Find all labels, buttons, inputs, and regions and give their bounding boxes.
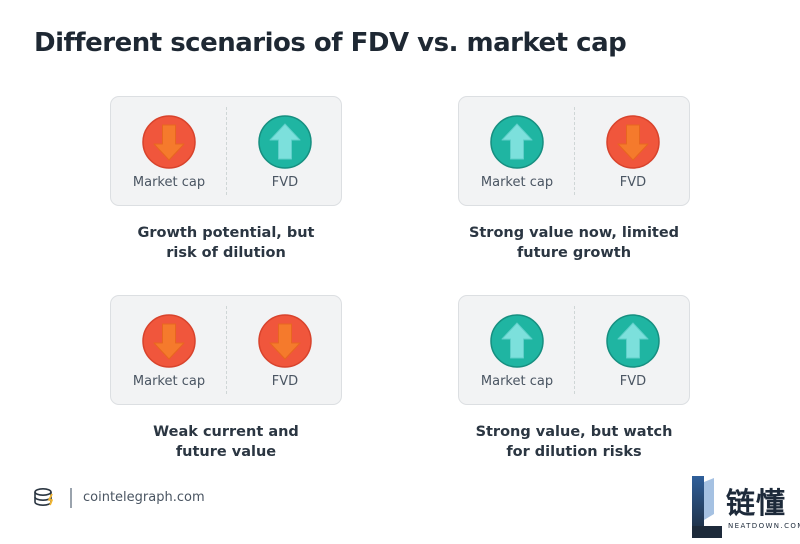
metric-market-cap: Market cap — [459, 314, 575, 389]
metric-market-cap: Market cap — [459, 115, 575, 190]
metric-label: FVD — [271, 175, 299, 190]
watermark: 链懂 NEATDOWN.COM — [690, 474, 800, 542]
arrow-down-icon — [142, 314, 196, 368]
scenario-caption: Strong value now, limited future growth — [458, 223, 690, 263]
metric-fvd: FVD — [575, 115, 691, 190]
watermark-chinese-text: 链懂 — [726, 486, 787, 520]
metric-label: FVD — [619, 175, 647, 190]
neatdown-logo-icon — [692, 476, 722, 538]
coin-stack-icon — [34, 487, 53, 507]
scenario-strong-value-now: Market cap FVD Strong value now, limited… — [458, 96, 690, 263]
metric-label: FVD — [271, 374, 299, 389]
scenario-card: Market cap FVD — [110, 96, 342, 206]
metric-market-cap: Market cap — [111, 115, 227, 190]
caption-line: Strong value, but watch — [475, 424, 673, 440]
metric-label: Market cap — [132, 175, 206, 190]
watermark-english-text: NEATDOWN.COM — [728, 522, 800, 530]
metric-fvd: FVD — [227, 314, 343, 389]
metric-fvd: FVD — [227, 115, 343, 190]
scenario-card: Market cap FVD — [458, 96, 690, 206]
scenario-growth-potential: Market cap FVD Growth potential, but ris… — [110, 96, 342, 263]
card-divider — [226, 107, 227, 195]
scenario-caption: Weak current and future value — [110, 422, 342, 462]
arrow-up-icon — [490, 115, 544, 169]
footer-separator — [70, 488, 72, 508]
scenario-strong-value-dilution: Market cap FVD Strong value, but watch f… — [458, 295, 690, 462]
caption-line: for dilution risks — [506, 444, 642, 460]
scenario-weak-value: Market cap FVD Weak current and future v… — [110, 295, 342, 462]
caption-line: Weak current and — [153, 424, 299, 440]
arrow-up-icon — [606, 314, 660, 368]
caption-line: risk of dilution — [166, 245, 286, 261]
card-divider — [574, 306, 575, 394]
arrow-down-icon — [142, 115, 196, 169]
arrow-up-icon — [490, 314, 544, 368]
card-divider — [226, 306, 227, 394]
scenario-caption: Strong value, but watch for dilution ris… — [458, 422, 690, 462]
scenario-card: Market cap FVD — [458, 295, 690, 405]
footer-site-link[interactable]: cointelegraph.com — [83, 490, 205, 505]
caption-line: Growth potential, but — [137, 225, 315, 241]
metric-market-cap: Market cap — [111, 314, 227, 389]
caption-line: future value — [175, 444, 277, 460]
metric-fvd: FVD — [575, 314, 691, 389]
scenario-card: Market cap FVD — [110, 295, 342, 405]
arrow-up-icon — [258, 115, 312, 169]
metric-label: Market cap — [132, 374, 206, 389]
metric-label: Market cap — [480, 175, 554, 190]
caption-line: Strong value now, limited — [468, 225, 680, 241]
card-divider — [574, 107, 575, 195]
arrow-down-icon — [258, 314, 312, 368]
scenario-caption: Growth potential, but risk of dilution — [110, 223, 342, 263]
caption-line: future growth — [516, 245, 632, 261]
page-title: Different scenarios of FDV vs. market ca… — [34, 28, 627, 58]
arrow-down-icon — [606, 115, 660, 169]
metric-label: FVD — [619, 374, 647, 389]
metric-label: Market cap — [480, 374, 554, 389]
